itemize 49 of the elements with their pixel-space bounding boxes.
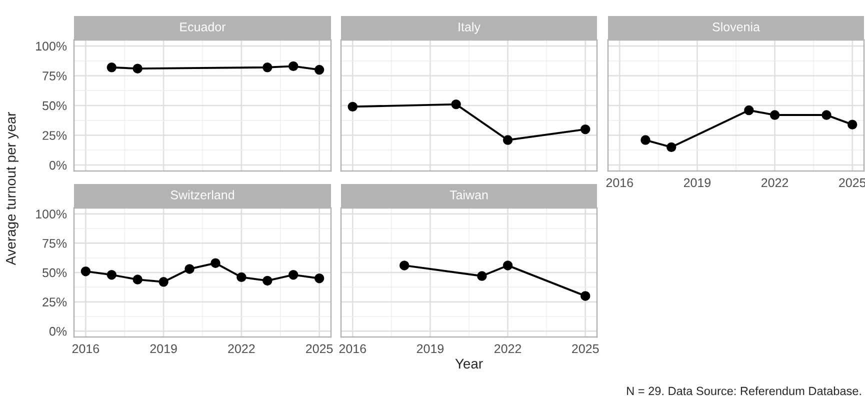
x-axis-title: Year xyxy=(455,358,483,369)
y-tick-label: 0% xyxy=(49,326,67,336)
point xyxy=(348,102,358,112)
point xyxy=(236,272,246,282)
point xyxy=(132,274,142,284)
chart-title: Switzerland xyxy=(170,190,234,200)
y-tick-label: 100% xyxy=(36,42,67,51)
chart-title: Ecuador xyxy=(180,22,226,32)
point xyxy=(262,276,272,286)
x-tick-label: 2022 xyxy=(762,178,788,188)
y-tick-label: 75% xyxy=(42,72,67,80)
point xyxy=(770,110,780,120)
point xyxy=(184,264,194,274)
x-tick-label: 2019 xyxy=(416,344,444,354)
x-tick-label: 2022 xyxy=(494,344,522,354)
point xyxy=(744,105,754,116)
y-tick-label: 50% xyxy=(42,268,67,278)
point xyxy=(640,135,650,145)
point xyxy=(580,124,590,134)
point xyxy=(80,266,91,276)
point xyxy=(451,99,461,110)
x-tick-label: 2019 xyxy=(150,344,177,354)
text: N = 29. Data Source: Referendum Database. xyxy=(627,386,861,396)
point xyxy=(502,135,513,145)
point xyxy=(106,270,117,280)
x-tick-label: 2022 xyxy=(228,344,255,354)
y-tick-label: 0% xyxy=(49,160,67,170)
x-tick-label: 2025 xyxy=(572,344,599,354)
point xyxy=(210,258,220,268)
chart-title: Slovenia xyxy=(712,22,760,32)
point xyxy=(666,142,676,152)
y-axis-title: Average turnout per year xyxy=(6,112,18,266)
chart-title: Taiwan xyxy=(450,190,488,200)
x-tick-label: 2025 xyxy=(306,344,333,354)
point xyxy=(314,274,324,284)
x-tick-label: 2016 xyxy=(339,344,366,354)
y-tick-label: 75% xyxy=(42,239,67,248)
point xyxy=(158,277,168,287)
chart-title: Italy xyxy=(458,22,480,34)
y-tick-label: 100% xyxy=(36,210,67,219)
y-tick-label: 50% xyxy=(42,101,67,110)
point xyxy=(848,120,858,130)
point xyxy=(288,270,298,280)
x-tick-label: 2019 xyxy=(684,178,711,188)
x-tick-label: 2016 xyxy=(72,344,100,354)
point xyxy=(822,110,832,120)
y-tick-label: 25% xyxy=(42,131,67,140)
y-tick-label: 25% xyxy=(42,298,67,306)
x-tick-label: 2016 xyxy=(606,178,633,188)
